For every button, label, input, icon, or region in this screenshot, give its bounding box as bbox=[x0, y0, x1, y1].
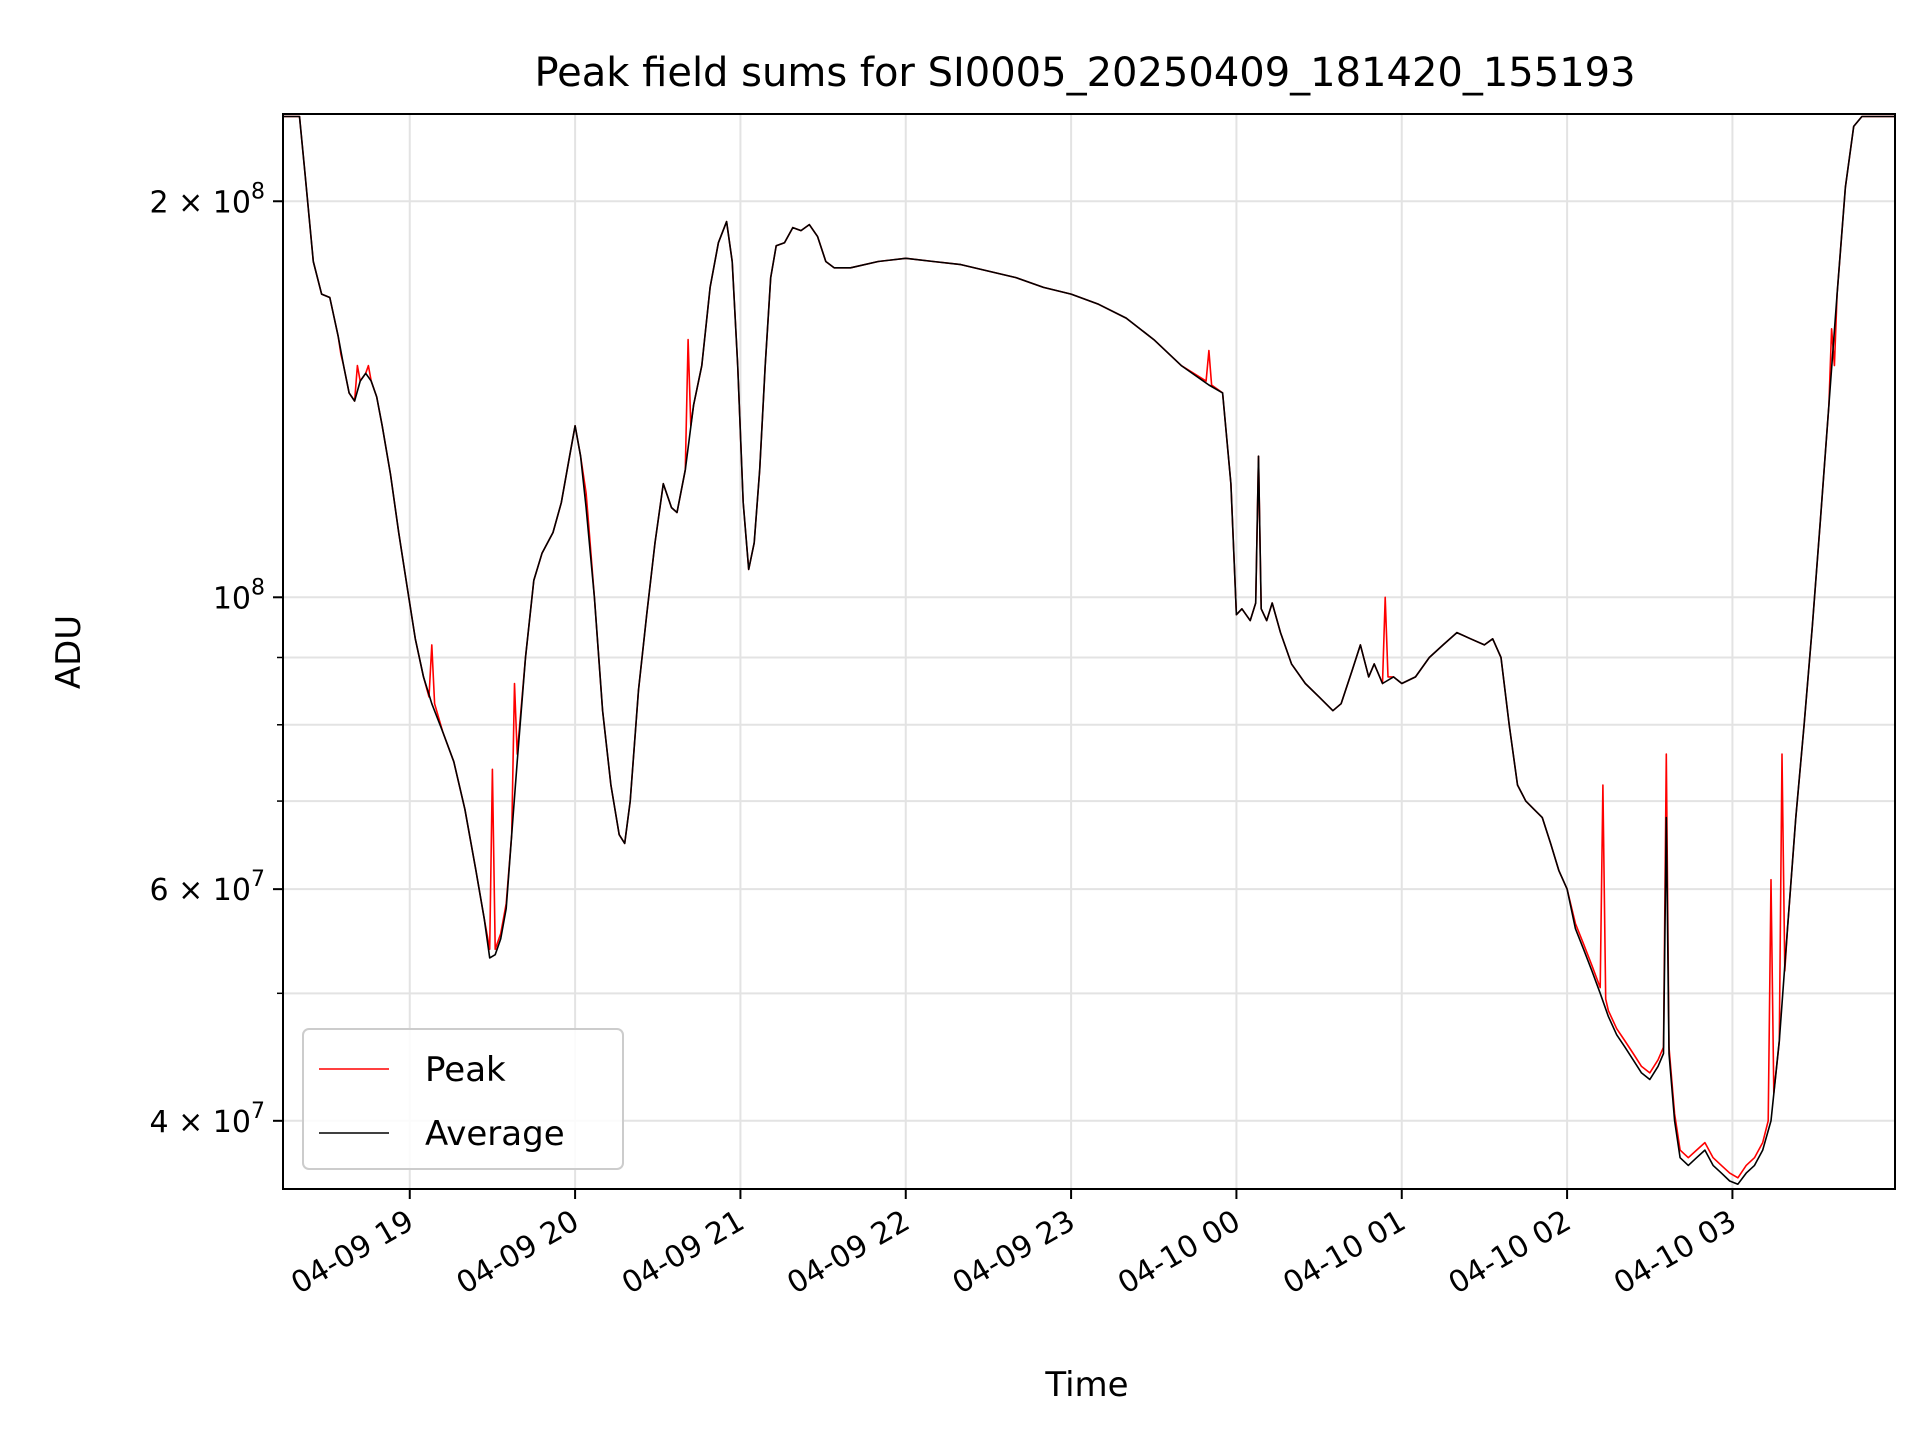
legend-box bbox=[302, 1028, 624, 1170]
legend-label: Average bbox=[425, 1114, 565, 1154]
y-tick-label: 4 × 107 bbox=[150, 1099, 265, 1140]
plot-area bbox=[283, 115, 1895, 1185]
axes-frame bbox=[282, 113, 1896, 1190]
x-axis-label: Time bbox=[1044, 1365, 1128, 1405]
chart-title: Peak field sums for SI0005_20250409_1814… bbox=[534, 50, 1635, 96]
y-axis-label: ADU bbox=[49, 615, 89, 689]
legend-label: Peak bbox=[425, 1050, 506, 1090]
grid bbox=[283, 114, 1895, 1189]
y-tick-label: 2 × 108 bbox=[150, 179, 265, 220]
y-tick-label: 6 × 107 bbox=[150, 867, 265, 908]
legend: Peak Average bbox=[302, 1028, 624, 1170]
series-line-average bbox=[283, 115, 1895, 1185]
